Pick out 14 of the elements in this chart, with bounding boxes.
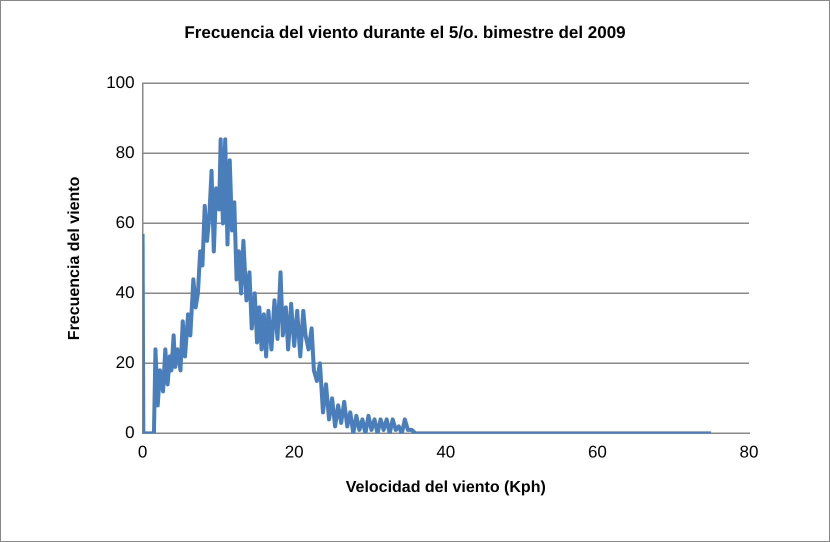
y-tick-label: 60 <box>116 213 135 232</box>
x-tick-label: 40 <box>436 442 456 462</box>
y-tick-label: 0 <box>125 423 135 442</box>
x-tick-label: 60 <box>588 442 607 462</box>
y-tick-label: 80 <box>116 143 135 162</box>
chart-title: Frecuencia del viento durante el 5/o. bimestre del 2009 <box>184 22 626 42</box>
x-tick-label: 20 <box>284 442 304 462</box>
x-axis-title: Velocidad del viento (Kph) <box>346 478 546 496</box>
x-tick-label: 0 <box>138 442 148 462</box>
y-tick-label: 40 <box>116 283 135 302</box>
y-tick-label: 20 <box>116 353 135 372</box>
y-axis-title: Frecuencia del viento <box>66 176 84 340</box>
x-tick-label: 80 <box>740 442 758 462</box>
y-tick-label: 100 <box>106 73 135 92</box>
